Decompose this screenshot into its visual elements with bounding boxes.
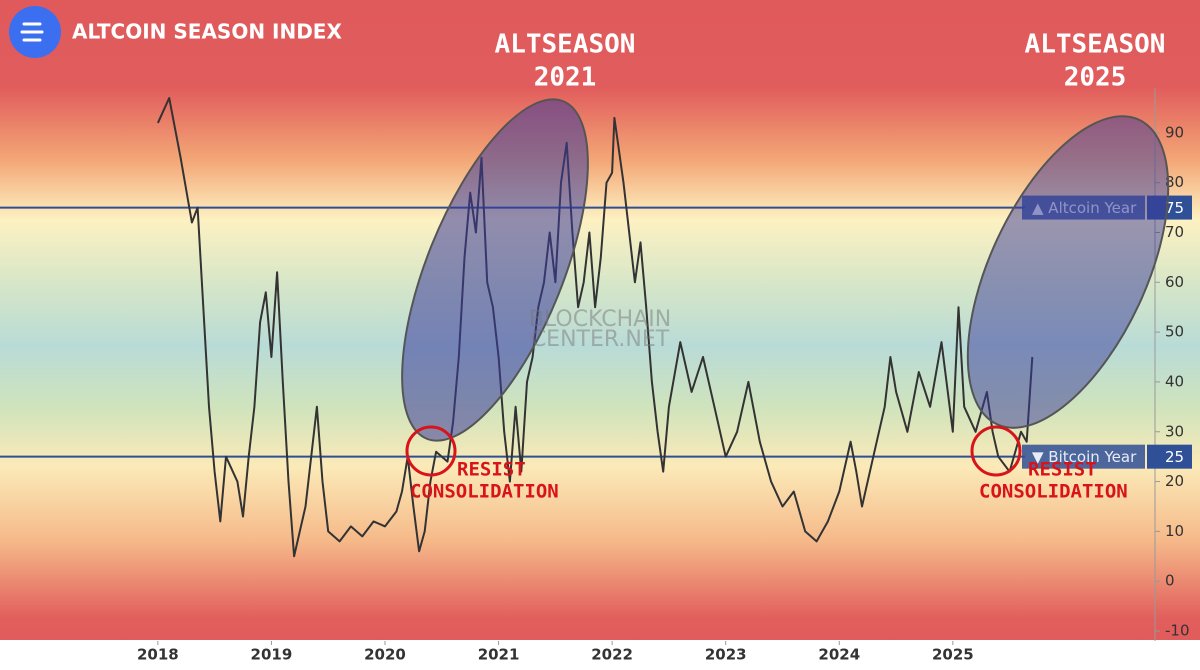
highlight-circle xyxy=(970,425,1022,477)
threshold-value: 25 xyxy=(1165,448,1184,466)
annotation: ALTSEASON xyxy=(1025,30,1166,60)
x-tick-label: 2021 xyxy=(478,646,520,664)
x-axis-band xyxy=(0,640,1200,666)
annotation: ALTSEASON xyxy=(495,30,636,60)
watermark: CENTER.NET xyxy=(531,327,670,352)
y-tick-label: 20 xyxy=(1165,472,1184,490)
annotation: CONSOLIDATION xyxy=(979,481,1128,503)
y-tick-label: 10 xyxy=(1165,522,1184,540)
y-tick-label: 80 xyxy=(1165,173,1184,191)
y-tick-label: 40 xyxy=(1165,372,1184,390)
chart-title: ALTCOIN SEASON INDEX xyxy=(72,20,342,44)
annotation: RESIST xyxy=(457,459,526,481)
y-tick-label: 50 xyxy=(1165,323,1184,341)
y-tick-label: 70 xyxy=(1165,223,1184,241)
annotation: CONSOLIDATION xyxy=(410,481,559,503)
x-tick-label: 2019 xyxy=(251,646,293,664)
threshold-value-box xyxy=(1147,444,1192,469)
y-tick-label: 0 xyxy=(1165,572,1175,590)
x-tick-label: 2018 xyxy=(137,646,179,664)
y-tick-label: 60 xyxy=(1165,273,1184,291)
x-tick-label: 2022 xyxy=(591,646,633,664)
y-tick-label: 30 xyxy=(1165,422,1184,440)
x-tick-label: 2025 xyxy=(932,646,974,664)
threshold-label: ▼ Bitcoin Year xyxy=(1032,448,1137,466)
annotation: RESIST xyxy=(1028,459,1097,481)
threshold-label-box xyxy=(1022,444,1145,469)
threshold-value: 75 xyxy=(1165,199,1184,217)
x-tick-label: 2020 xyxy=(364,646,406,664)
highlight-circle xyxy=(405,425,457,477)
highlight-ellipse xyxy=(401,98,589,442)
annotation: 2025 xyxy=(1064,63,1127,93)
logo-icon xyxy=(20,22,44,42)
annotation: 2021 xyxy=(534,63,597,93)
highlight-ellipse xyxy=(966,115,1170,429)
y-tick-label: 90 xyxy=(1165,123,1184,141)
x-tick-label: 2023 xyxy=(705,646,747,664)
y-tick-label: -10 xyxy=(1165,622,1190,640)
x-tick-label: 2024 xyxy=(818,646,860,664)
watermark: BLOCKCHAIN xyxy=(529,307,671,332)
